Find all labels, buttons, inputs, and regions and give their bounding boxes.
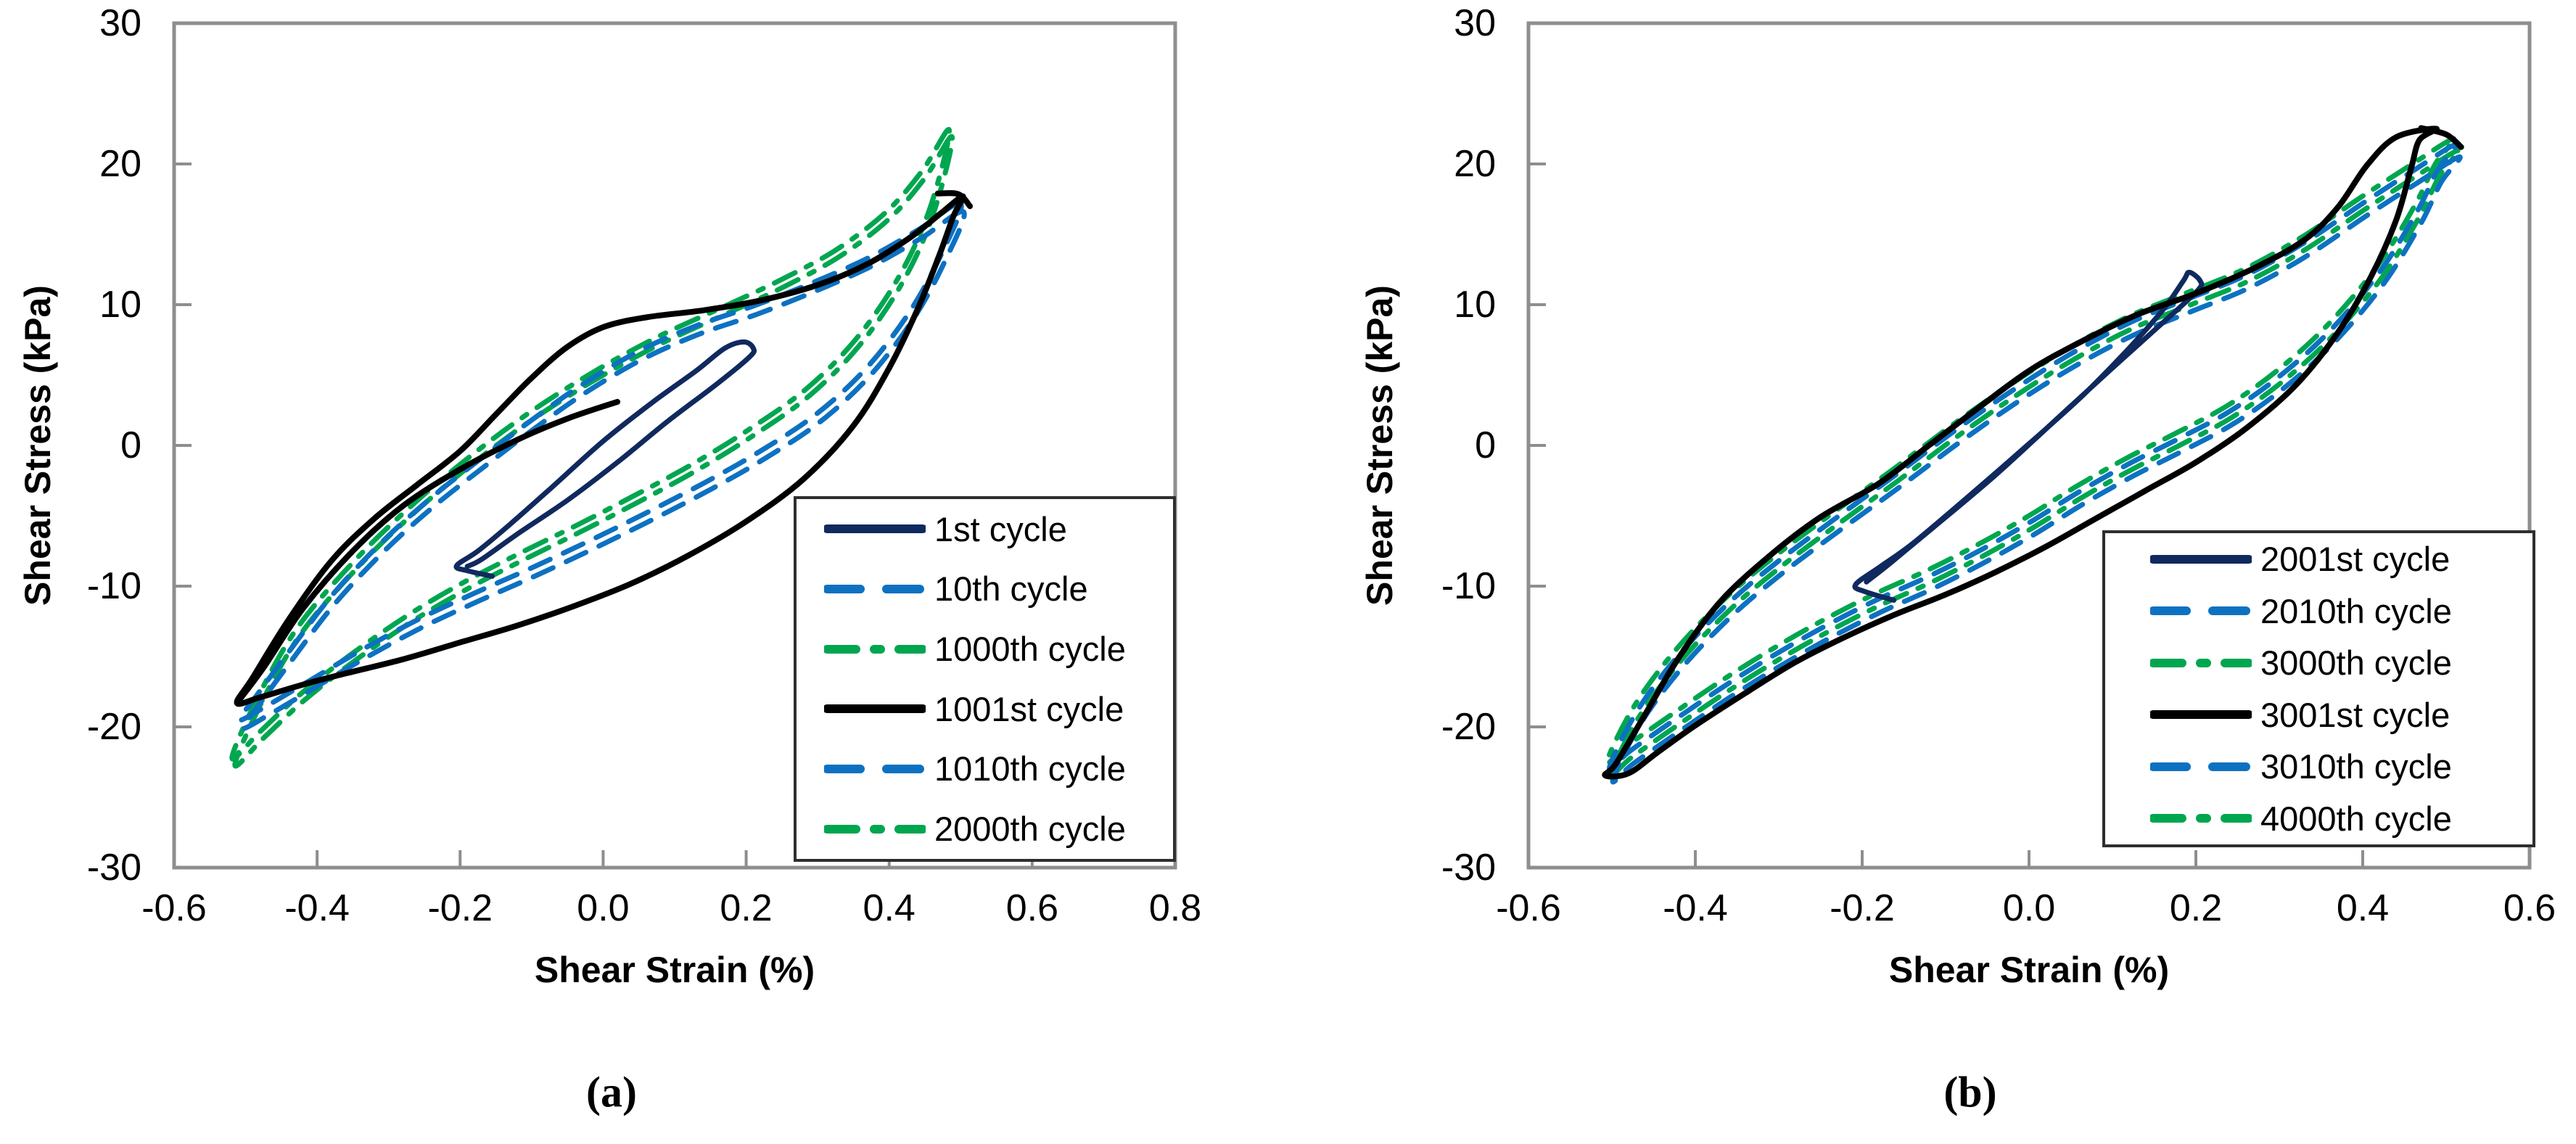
legend-row: 1000th cycle xyxy=(824,629,1173,669)
x-tick-label: -0.6 xyxy=(141,887,207,929)
y-tick-label: 30 xyxy=(99,2,141,44)
legend-label: 3010th cycle xyxy=(2260,747,2452,786)
x-tick-label: 0.0 xyxy=(2002,887,2056,929)
series-1001st-cycle xyxy=(234,193,966,707)
series-3000th-cycle xyxy=(1608,148,2461,778)
x-tick-label: 0.8 xyxy=(1148,887,1202,929)
legend-label: 1010th cycle xyxy=(934,749,1126,789)
legend-line-sample xyxy=(2150,606,2252,616)
series-2000th-cycle xyxy=(229,127,952,762)
legend-label: 1001st cycle xyxy=(934,689,1124,728)
x-tick-label: 0.2 xyxy=(2169,887,2223,929)
y-tick-label: -30 xyxy=(86,847,141,889)
x-tick-label: -0.2 xyxy=(1830,887,1895,929)
x-tick-label: 0.0 xyxy=(577,887,630,929)
legend-row: 1001st cycle xyxy=(824,689,1173,729)
x-tick-label: 0.6 xyxy=(1005,887,1058,929)
x-tick-label: -0.4 xyxy=(284,887,350,929)
series-3001st-cycle xyxy=(1602,125,2440,780)
legend-b: 2001st cycle 2010th cycle 3000th cycle 3001… xyxy=(2102,530,2535,847)
series-2001st-cycle xyxy=(1852,269,2205,603)
y-tick-label: 30 xyxy=(1454,2,1496,44)
legend-label: 2010th cycle xyxy=(2260,591,2452,630)
legend-row: 3001st cycle xyxy=(2150,695,2532,735)
y-tick-label: -20 xyxy=(86,706,141,748)
legend-line-sample xyxy=(824,824,926,834)
legend-a: 1st cycle 10th cycle 1000th cycle 1001st cy… xyxy=(794,496,1176,862)
chart-b xyxy=(1526,21,2532,870)
y-tick-label: 20 xyxy=(99,143,141,185)
panel-caption-a: (a) xyxy=(586,1068,637,1116)
y-axis-title-a: Shear Stress (kPa) xyxy=(17,285,58,606)
y-tick-label: -10 xyxy=(86,565,141,607)
chart-a xyxy=(172,21,1177,870)
legend-label: 4000th cycle xyxy=(2260,799,2452,838)
legend-row: 3010th cycle xyxy=(2150,746,2532,786)
legend-line-sample xyxy=(2150,658,2252,667)
legend-label: 10th cycle xyxy=(934,569,1088,609)
legend-row: 3000th cycle xyxy=(2150,643,2532,683)
series-1001st-cycle xyxy=(234,398,621,706)
series-2010th-cycle xyxy=(1607,141,2460,772)
legend-line-sample xyxy=(824,644,926,654)
legend-line-sample xyxy=(824,524,926,534)
panel-caption-b: (b) xyxy=(1943,1068,1997,1116)
x-axis-title-b: Shear Strain (%) xyxy=(1888,950,2170,990)
y-tick-label: -30 xyxy=(1441,847,1496,889)
legend-row: 2001st cycle xyxy=(2150,539,2532,579)
x-tick-label: 0.6 xyxy=(2503,887,2556,929)
y-axis-title-b: Shear Stress (kPa) xyxy=(1359,285,1400,606)
series-1000th-cycle xyxy=(232,133,955,769)
legend-row: 2010th cycle xyxy=(2150,591,2532,631)
legend-line-sample xyxy=(2150,554,2252,564)
x-axis-title-a: Shear Strain (%) xyxy=(534,950,815,990)
legend-line-sample xyxy=(2150,814,2252,823)
legend-row: 1st cycle xyxy=(824,509,1173,549)
series-1001st-cycle xyxy=(934,190,974,210)
y-tick-label: 10 xyxy=(99,284,141,326)
legend-row: 1010th cycle xyxy=(824,749,1173,789)
legend-line-sample xyxy=(2150,710,2252,720)
legend-line-sample xyxy=(824,584,926,593)
legend-label: 1st cycle xyxy=(934,509,1067,548)
x-tick-label: 0.2 xyxy=(720,887,773,929)
x-tick-label: -0.6 xyxy=(1496,887,1561,929)
legend-label: 3001st cycle xyxy=(2260,695,2451,734)
series-3001st-cycle xyxy=(2418,125,2464,150)
y-tick-label: 20 xyxy=(1454,143,1496,185)
y-tick-label: -20 xyxy=(1441,706,1496,748)
series-1010th-cycle xyxy=(239,209,967,731)
legend-row: 4000th cycle xyxy=(2150,799,2532,839)
plot-frame-b xyxy=(1526,21,2532,870)
series-10th-cycle xyxy=(237,200,964,723)
legend-row: 2000th cycle xyxy=(824,809,1173,849)
plot-frame-a xyxy=(172,21,1177,870)
legend-label: 3000th cycle xyxy=(2260,643,2452,683)
legend-line-sample xyxy=(824,764,926,773)
legend-label: 2001st cycle xyxy=(2260,540,2451,579)
legend-line-sample xyxy=(2150,762,2252,771)
y-tick-label: 10 xyxy=(1454,284,1496,326)
legend-row: 10th cycle xyxy=(824,569,1173,609)
y-tick-label: 0 xyxy=(1475,424,1496,466)
y-tick-label: 0 xyxy=(120,424,141,466)
series-1st-cycle xyxy=(453,339,757,579)
x-tick-label: 0.4 xyxy=(863,887,915,929)
x-tick-label: -0.2 xyxy=(427,887,493,929)
x-tick-label: 0.4 xyxy=(2336,887,2390,929)
legend-label: 2000th cycle xyxy=(934,810,1126,849)
legend-line-sample xyxy=(824,704,926,714)
y-tick-label: -10 xyxy=(1441,565,1496,607)
x-tick-label: -0.4 xyxy=(1663,887,1728,929)
legend-label: 1000th cycle xyxy=(934,630,1126,669)
